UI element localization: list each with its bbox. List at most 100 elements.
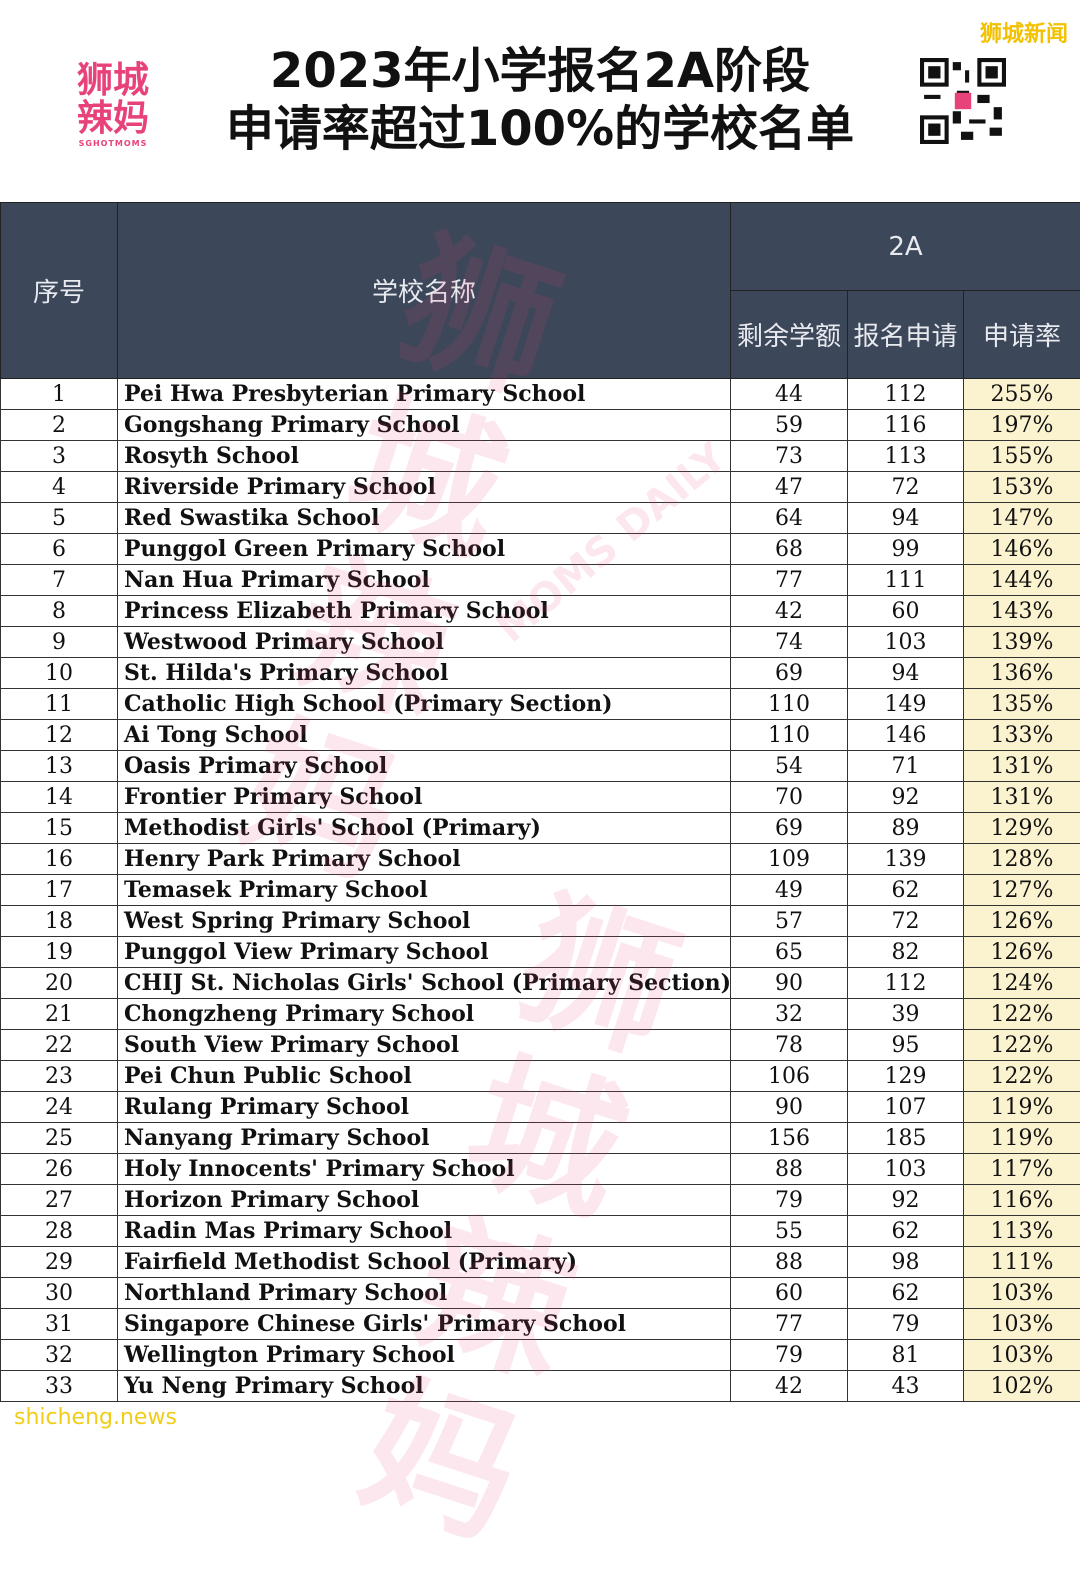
cell-quota: 79 (731, 1340, 848, 1371)
cell-name: Westwood Primary School (118, 627, 731, 658)
cell-rate: 129% (964, 813, 1080, 844)
cell-applicants: 116 (848, 410, 964, 441)
cell-name: Punggol View Primary School (118, 937, 731, 968)
cell-no: 31 (1, 1309, 118, 1340)
cell-no: 16 (1, 844, 118, 875)
page: 狮城 辣妈 SGHOTMOMS 2023年小学报名2A阶段 申请率超过100%的… (0, 0, 1080, 1437)
cell-applicants: 79 (848, 1309, 964, 1340)
cell-rate: 128% (964, 844, 1080, 875)
cell-rate: 126% (964, 937, 1080, 968)
col-header: 申请率 (964, 291, 1080, 379)
title: 2023年小学报名2A阶段 申请率超过100%的学校名单 (180, 42, 900, 158)
cell-applicants: 60 (848, 596, 964, 627)
cell-applicants: 92 (848, 782, 964, 813)
cell-applicants: 72 (848, 906, 964, 937)
logo: 狮城 辣妈 SGHOTMOMS (70, 62, 156, 150)
cell-name: Singapore Chinese Girls' Primary School (118, 1309, 731, 1340)
col-header: 学校名称 (118, 203, 731, 379)
cell-no: 18 (1, 906, 118, 937)
cell-name: Yu Neng Primary School (118, 1371, 731, 1402)
cell-rate: 122% (964, 1061, 1080, 1092)
cell-no: 2 (1, 410, 118, 441)
cell-rate: 126% (964, 906, 1080, 937)
cell-rate: 153% (964, 472, 1080, 503)
cell-applicants: 99 (848, 534, 964, 565)
cell-applicants: 43 (848, 1371, 964, 1402)
cell-applicants: 111 (848, 565, 964, 596)
cell-name: Rulang Primary School (118, 1092, 731, 1123)
cell-no: 33 (1, 1371, 118, 1402)
cell-no: 27 (1, 1185, 118, 1216)
cell-name: Frontier Primary School (118, 782, 731, 813)
logo-sub: SGHOTMOMS (70, 138, 156, 150)
cell-rate: 117% (964, 1154, 1080, 1185)
cell-no: 8 (1, 596, 118, 627)
cell-quota: 110 (731, 689, 848, 720)
cell-rate: 147% (964, 503, 1080, 534)
cell-name: Rosyth School (118, 441, 731, 472)
qr-code (920, 58, 1006, 144)
cell-quota: 90 (731, 1092, 848, 1123)
cell-name: Horizon Primary School (118, 1185, 731, 1216)
cell-quota: 110 (731, 720, 848, 751)
cell-name: West Spring Primary School (118, 906, 731, 937)
cell-quota: 60 (731, 1278, 848, 1309)
cell-no: 13 (1, 751, 118, 782)
cell-rate: 135% (964, 689, 1080, 720)
cell-applicants: 94 (848, 658, 964, 689)
cell-applicants: 39 (848, 999, 964, 1030)
cell-no: 30 (1, 1278, 118, 1309)
cell-rate: 146% (964, 534, 1080, 565)
cell-name: Pei Chun Public School (118, 1061, 731, 1092)
cell-name: Oasis Primary School (118, 751, 731, 782)
cell-applicants: 62 (848, 1216, 964, 1247)
cell-rate: 103% (964, 1340, 1080, 1371)
cell-no: 4 (1, 472, 118, 503)
cell-applicants: 112 (848, 379, 964, 410)
cell-applicants: 72 (848, 472, 964, 503)
cell-name: Chongzheng Primary School (118, 999, 731, 1030)
cell-rate: 144% (964, 565, 1080, 596)
cell-rate: 143% (964, 596, 1080, 627)
cell-quota: 79 (731, 1185, 848, 1216)
cell-quota: 65 (731, 937, 848, 968)
cell-no: 32 (1, 1340, 118, 1371)
cell-name: Red Swastika School (118, 503, 731, 534)
cell-applicants: 62 (848, 1278, 964, 1309)
cell-applicants: 92 (848, 1185, 964, 1216)
cell-applicants: 81 (848, 1340, 964, 1371)
cell-quota: 70 (731, 782, 848, 813)
cell-name: Catholic High School (Primary Section) (118, 689, 731, 720)
cell-quota: 88 (731, 1154, 848, 1185)
cell-no: 12 (1, 720, 118, 751)
cell-rate: 122% (964, 1030, 1080, 1061)
cell-rate: 111% (964, 1247, 1080, 1278)
cell-rate: 122% (964, 999, 1080, 1030)
col-header: 报名申请 (848, 291, 964, 379)
cell-applicants: 103 (848, 1154, 964, 1185)
cell-applicants: 112 (848, 968, 964, 999)
cell-no: 6 (1, 534, 118, 565)
cell-name: Temasek Primary School (118, 875, 731, 906)
cell-applicants: 107 (848, 1092, 964, 1123)
cell-quota: 73 (731, 441, 848, 472)
cell-name: Northland Primary School (118, 1278, 731, 1309)
cell-quota: 55 (731, 1216, 848, 1247)
cell-quota: 32 (731, 999, 848, 1030)
